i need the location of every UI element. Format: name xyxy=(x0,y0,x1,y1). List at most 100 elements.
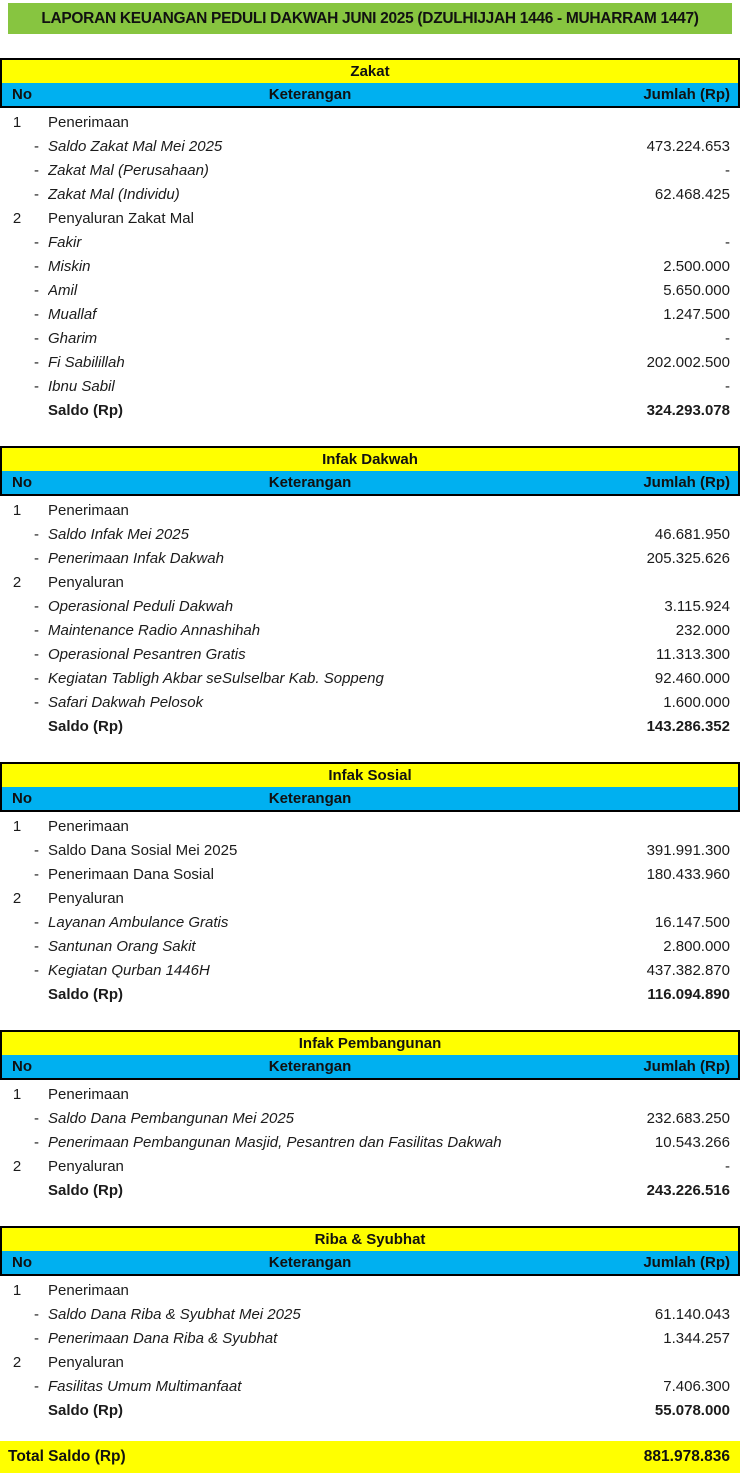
column-header-no: No xyxy=(12,474,32,491)
row-dash: - xyxy=(34,597,39,615)
table-row: 1 Penerimaan xyxy=(0,110,740,134)
row-amount: 324.293.078 xyxy=(646,401,730,419)
column-header-row: No Keterangan Jumlah (Rp) xyxy=(2,1251,738,1274)
row-number: 1 xyxy=(12,113,22,131)
row-amount: 5.650.000 xyxy=(663,281,730,299)
row-label: Fi Sabilillah xyxy=(48,353,125,371)
column-header-row: No Keterangan Jumlah (Rp) xyxy=(2,1055,738,1078)
column-header-keterangan: Keterangan xyxy=(268,790,352,807)
column-header-jumlah: Jumlah (Rp) xyxy=(643,1254,730,1271)
row-number: 2 xyxy=(12,1353,22,1371)
row-label: Muallaf xyxy=(48,305,97,323)
row-dash: - xyxy=(34,913,39,931)
column-header-jumlah: Jumlah (Rp) xyxy=(643,86,730,103)
table-row: Saldo (Rp) 116.094.890 xyxy=(0,982,740,1006)
column-header-no: No xyxy=(12,790,32,807)
row-label: Amil xyxy=(48,281,78,299)
table-row: - Maintenance Radio Annashihah 232.000 xyxy=(0,618,740,642)
table-row: - Saldo Dana Sosial Mei 2025 391.991.300 xyxy=(0,838,740,862)
row-label: Saldo Zakat Mal Mei 2025 xyxy=(48,137,223,155)
row-dash: - xyxy=(34,937,39,955)
table-row: Saldo (Rp) 243.226.516 xyxy=(0,1178,740,1202)
total-saldo-label: Total Saldo (Rp) xyxy=(8,1448,126,1465)
table-row: - Kegiatan Qurban 1446H 437.382.870 xyxy=(0,958,740,982)
row-label: Penyaluran xyxy=(48,889,124,907)
row-number: 1 xyxy=(12,1281,22,1299)
sections-container: Zakat No Keterangan Jumlah (Rp) 1 Penerimaan -… xyxy=(0,58,740,1422)
column-header-row: No Keterangan Jumlah (Rp) xyxy=(2,83,738,106)
row-amount: - xyxy=(725,233,730,251)
table-row: 2 Penyaluran Zakat Mal xyxy=(0,206,740,230)
section: Zakat No Keterangan Jumlah (Rp) 1 Penerimaan -… xyxy=(0,58,740,422)
section-header: Infak Pembangunan No Keterangan Jumlah (Rp) xyxy=(0,1030,740,1080)
table-row: - Operasional Pesantren Gratis 11.313.300 xyxy=(0,642,740,666)
row-number: 1 xyxy=(12,817,22,835)
row-number: 2 xyxy=(12,573,22,591)
row-dash: - xyxy=(34,645,39,663)
row-label: Penerimaan Pembangunan Masjid, Pesantren… xyxy=(48,1133,502,1151)
row-number: 2 xyxy=(12,889,22,907)
section-title: Infak Sosial xyxy=(2,764,738,787)
section-title: Zakat xyxy=(2,60,738,83)
row-amount: - xyxy=(725,1157,730,1175)
table-row: Saldo (Rp) 324.293.078 xyxy=(0,398,740,422)
row-label: Penerimaan xyxy=(48,501,129,519)
row-amount: 202.002.500 xyxy=(646,353,730,371)
column-header-no: No xyxy=(12,1058,32,1075)
row-label: Penyaluran xyxy=(48,1353,124,1371)
column-header-keterangan: Keterangan xyxy=(268,474,352,491)
row-amount: 61.140.043 xyxy=(654,1305,730,1323)
table-row: Saldo (Rp) 143.286.352 xyxy=(0,714,740,738)
row-label: Penyaluran xyxy=(48,1157,124,1175)
section-header: Infak Sosial No Keterangan xyxy=(0,762,740,812)
section-rows: 1 Penerimaan - Saldo Dana Sosial Mei 2025 39… xyxy=(0,812,740,1006)
row-label: Operasional Pesantren Gratis xyxy=(48,645,246,663)
column-header-row: No Keterangan Jumlah (Rp) xyxy=(2,471,738,494)
row-amount: 7.406.300 xyxy=(663,1377,730,1395)
row-label: Penerimaan xyxy=(48,817,129,835)
row-amount: 205.325.626 xyxy=(646,549,730,567)
row-amount: 10.543.266 xyxy=(654,1133,730,1151)
row-label: Safari Dakwah Pelosok xyxy=(48,693,204,711)
total-saldo-row: Total Saldo (Rp) 881.978.836 xyxy=(0,1441,740,1473)
row-dash: - xyxy=(34,329,39,347)
row-amount: 3.115.924 xyxy=(664,597,730,615)
table-row: - Penerimaan Pembangunan Masjid, Pesantre… xyxy=(0,1130,740,1154)
column-header-keterangan: Keterangan xyxy=(268,86,352,103)
row-dash: - xyxy=(34,305,39,323)
table-row: - Miskin 2.500.000 xyxy=(0,254,740,278)
row-amount: - xyxy=(725,377,730,395)
table-row: - Santunan Orang Sakit 2.800.000 xyxy=(0,934,740,958)
table-row: - Layanan Ambulance Gratis 16.147.500 xyxy=(0,910,740,934)
row-label: Fasilitas Umum Multimanfaat xyxy=(48,1377,242,1395)
table-row: - Fakir - xyxy=(0,230,740,254)
row-label: Penerimaan Dana Sosial xyxy=(48,865,214,883)
row-dash: - xyxy=(34,865,39,883)
row-label: Operasional Peduli Dakwah xyxy=(48,597,234,615)
table-row: 2 Penyaluran xyxy=(0,1350,740,1374)
section-rows: 1 Penerimaan - Saldo Infak Mei 2025 46.681.9… xyxy=(0,496,740,738)
row-dash: - xyxy=(34,1133,39,1151)
section-title: Riba & Syubhat xyxy=(2,1228,738,1251)
section: Infak Sosial No Keterangan 1 Penerimaan - Sald… xyxy=(0,762,740,1006)
table-row: - Saldo Infak Mei 2025 46.681.950 xyxy=(0,522,740,546)
row-number: 2 xyxy=(12,209,22,227)
row-dash: - xyxy=(34,281,39,299)
table-row: - Saldo Dana Pembangunan Mei 2025 232.683.… xyxy=(0,1106,740,1130)
row-amount: 62.468.425 xyxy=(654,185,730,203)
row-amount: 473.224.653 xyxy=(646,137,730,155)
row-label: Saldo (Rp) xyxy=(48,985,123,1003)
row-label: Saldo Infak Mei 2025 xyxy=(48,525,189,543)
row-dash: - xyxy=(34,549,39,567)
row-label: Kegiatan Tabligh Akbar seSulselbar Kab. … xyxy=(48,669,384,687)
row-label: Saldo (Rp) xyxy=(48,717,123,735)
table-row: - Penerimaan Dana Sosial 180.433.960 xyxy=(0,862,740,886)
row-dash: - xyxy=(34,961,39,979)
section: Infak Dakwah No Keterangan Jumlah (Rp) 1 Pene… xyxy=(0,446,740,738)
row-label: Ibnu Sabil xyxy=(48,377,115,395)
row-dash: - xyxy=(34,1305,39,1323)
row-label: Saldo (Rp) xyxy=(48,1401,123,1419)
row-label: Maintenance Radio Annashihah xyxy=(48,621,261,639)
row-number: 1 xyxy=(12,501,22,519)
table-row: - Saldo Zakat Mal Mei 2025 473.224.653 xyxy=(0,134,740,158)
